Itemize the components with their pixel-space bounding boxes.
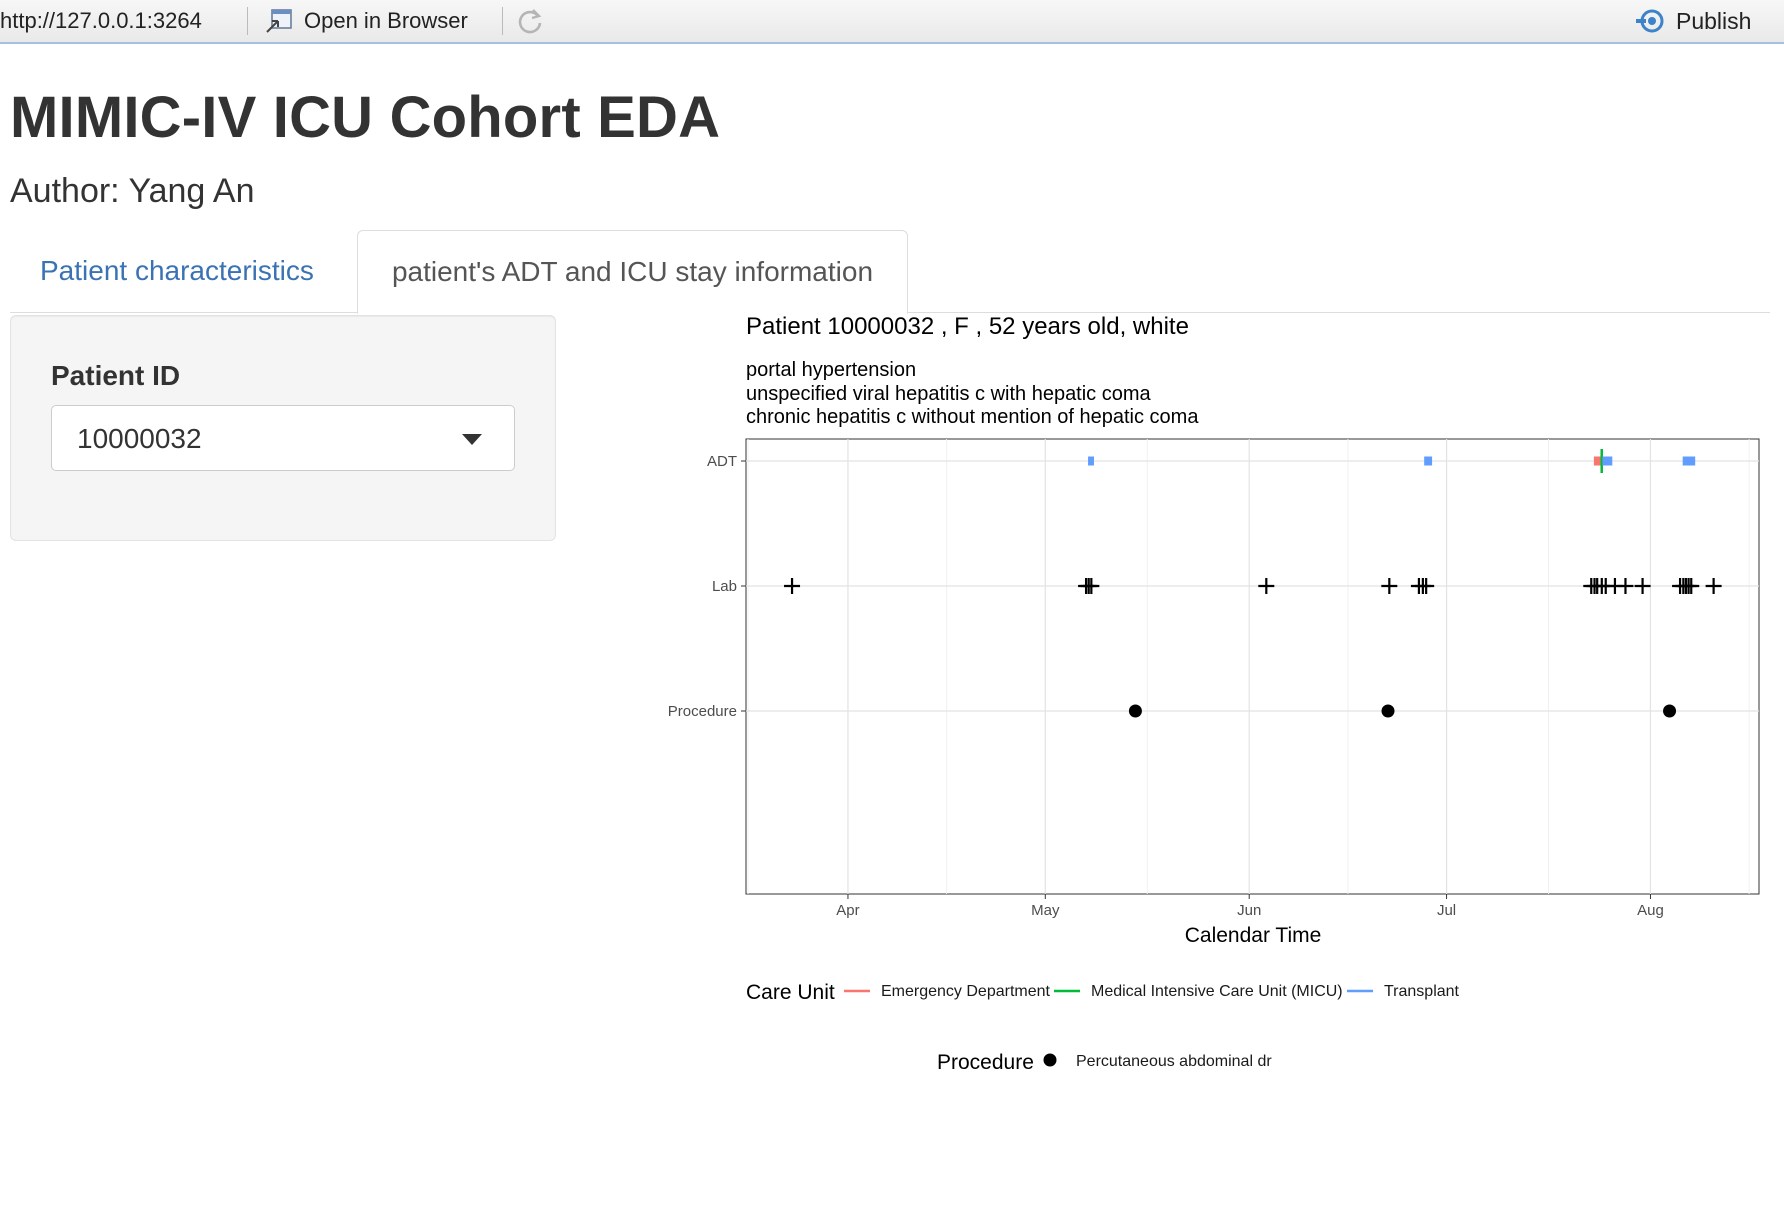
plot-panel-border	[745, 438, 1760, 895]
x-axis-title: Calendar Time	[1185, 924, 1322, 947]
tab-adt-icu-stay[interactable]: patient's ADT and ICU stay information	[357, 230, 908, 314]
adt-segment	[1593, 456, 1601, 466]
patient-id-select[interactable]: 10000032	[51, 405, 515, 471]
y-tick-label: Lab	[712, 578, 737, 595]
open-in-browser-label: Open in Browser	[304, 8, 468, 33]
x-tick-label: Jul	[1437, 902, 1456, 919]
procedure-legend-key	[1043, 1053, 1057, 1067]
lab-event-marker	[1617, 578, 1634, 594]
adt-segment	[1682, 456, 1696, 466]
patient-id-label: Patient ID	[51, 360, 181, 391]
care-unit-legend-title: Care Unit	[746, 981, 835, 1004]
procedure-legend-title: Procedure	[937, 1051, 1034, 1074]
chart-subtitle-line: chronic hepatitis c without mention of h…	[746, 406, 1199, 428]
chevron-down-icon	[462, 434, 482, 445]
viewer-toolbar: http://127.0.0.1:3264 Open in Browser Pu…	[0, 0, 1784, 44]
open-in-browser-icon	[266, 9, 292, 33]
y-tick-label: ADT	[707, 453, 737, 470]
x-tick-label: Aug	[1637, 902, 1664, 919]
chevron-down-icon[interactable]: ▼	[1781, 12, 1784, 30]
patient-id-value: 10000032	[77, 423, 202, 454]
patient-timeline-chart: Patient 10000032 , F , 52 years old, whi…	[668, 315, 1760, 1074]
lab-event-marker	[1418, 578, 1435, 594]
x-tick-label: Jun	[1237, 902, 1261, 919]
toolbar-divider	[502, 7, 503, 35]
plot-panel: ADT Lab Procedure Apr May Jun Jul Aug	[668, 438, 1760, 919]
care-unit-legend-label: Transplant	[1384, 983, 1460, 1000]
y-tick-label: Procedure	[668, 703, 737, 720]
chart-subtitle-line: unspecified viral hepatitis c with hepat…	[746, 383, 1152, 405]
procedure-point	[1128, 704, 1142, 718]
adt-segment	[1424, 456, 1433, 466]
open-in-browser-button[interactable]: Open in Browser	[264, 5, 468, 37]
care-unit-legend-label: Medical Intensive Care Unit (MICU)	[1091, 983, 1343, 1000]
adt-segment	[1602, 456, 1613, 466]
page-title: MIMIC-IV ICU Cohort EDA	[10, 85, 721, 150]
adt-segment	[1088, 456, 1094, 466]
refresh-icon[interactable]	[515, 6, 545, 36]
lab-event-marker	[1705, 578, 1722, 594]
url-text[interactable]: http://127.0.0.1:3264	[0, 8, 202, 33]
chart-title: Patient 10000032 , F , 52 years old, whi…	[746, 315, 1189, 340]
chart-subtitle-line: portal hypertension	[746, 359, 916, 381]
lab-event-marker	[784, 578, 801, 594]
procedure-point	[1381, 704, 1395, 718]
lab-event-marker	[1258, 578, 1275, 594]
chart-legend: Care Unit Emergency Department Medical Int…	[746, 981, 1460, 1074]
lab-event-marker	[1381, 578, 1398, 594]
adt-segment-micu	[1600, 449, 1603, 473]
lab-event-marker	[1634, 578, 1651, 594]
publish-icon	[1636, 9, 1664, 33]
x-tick-label: May	[1031, 902, 1060, 919]
sidebar-panel: Patient ID 10000032	[10, 315, 556, 541]
x-tick-label: Apr	[836, 902, 859, 919]
lab-event-marker	[1683, 578, 1700, 594]
author-subtitle: Author: Yang An	[10, 172, 255, 210]
procedure-legend-label: Percutaneous abdominal dr	[1076, 1053, 1272, 1070]
procedure-point	[1663, 704, 1677, 718]
publish-button[interactable]: Publish ▼	[1636, 5, 1784, 37]
lab-event-marker	[1083, 578, 1100, 594]
care-unit-legend-label: Emergency Department	[881, 983, 1051, 1000]
toolbar-divider	[247, 7, 248, 35]
publish-label: Publish	[1676, 7, 1752, 34]
tab-patient-characteristics[interactable]: Patient characteristics	[40, 255, 314, 286]
